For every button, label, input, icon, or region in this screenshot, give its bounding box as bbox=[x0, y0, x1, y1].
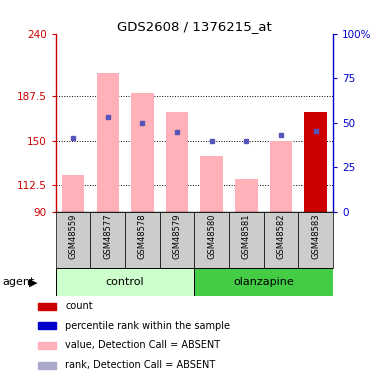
Bar bbox=[90, 212, 125, 268]
Bar bbox=[264, 212, 298, 268]
Text: rank, Detection Call = ABSENT: rank, Detection Call = ABSENT bbox=[65, 360, 216, 370]
Bar bbox=[56, 268, 194, 296]
Text: GSM48583: GSM48583 bbox=[311, 213, 320, 259]
Text: GSM48580: GSM48580 bbox=[207, 213, 216, 259]
Bar bbox=[235, 178, 258, 212]
Bar bbox=[305, 112, 327, 212]
Text: value, Detection Call = ABSENT: value, Detection Call = ABSENT bbox=[65, 340, 221, 351]
Text: ▶: ▶ bbox=[29, 277, 37, 287]
Text: control: control bbox=[106, 277, 144, 287]
Text: count: count bbox=[65, 301, 93, 311]
Bar bbox=[166, 112, 188, 212]
Text: GSM48559: GSM48559 bbox=[69, 213, 78, 259]
Text: GSM48577: GSM48577 bbox=[103, 213, 112, 259]
Bar bbox=[38, 342, 57, 349]
Text: GSM48579: GSM48579 bbox=[172, 213, 182, 259]
Text: olanzapine: olanzapine bbox=[233, 277, 294, 287]
Bar bbox=[62, 175, 84, 212]
Bar bbox=[201, 156, 223, 212]
Bar bbox=[38, 322, 57, 329]
Bar bbox=[131, 93, 154, 212]
Text: GSM48582: GSM48582 bbox=[276, 213, 286, 259]
Bar bbox=[270, 141, 292, 212]
Bar bbox=[125, 212, 160, 268]
Bar bbox=[56, 212, 90, 268]
Bar bbox=[97, 73, 119, 212]
Text: GSM48578: GSM48578 bbox=[138, 213, 147, 259]
Bar bbox=[38, 303, 57, 310]
Bar bbox=[298, 212, 333, 268]
Bar bbox=[194, 268, 333, 296]
Bar bbox=[194, 212, 229, 268]
Text: agent: agent bbox=[2, 277, 34, 287]
Bar bbox=[160, 212, 194, 268]
Text: GSM48581: GSM48581 bbox=[242, 213, 251, 259]
Text: percentile rank within the sample: percentile rank within the sample bbox=[65, 321, 231, 331]
Title: GDS2608 / 1376215_at: GDS2608 / 1376215_at bbox=[117, 20, 272, 33]
Bar bbox=[38, 362, 57, 369]
Bar bbox=[229, 212, 264, 268]
